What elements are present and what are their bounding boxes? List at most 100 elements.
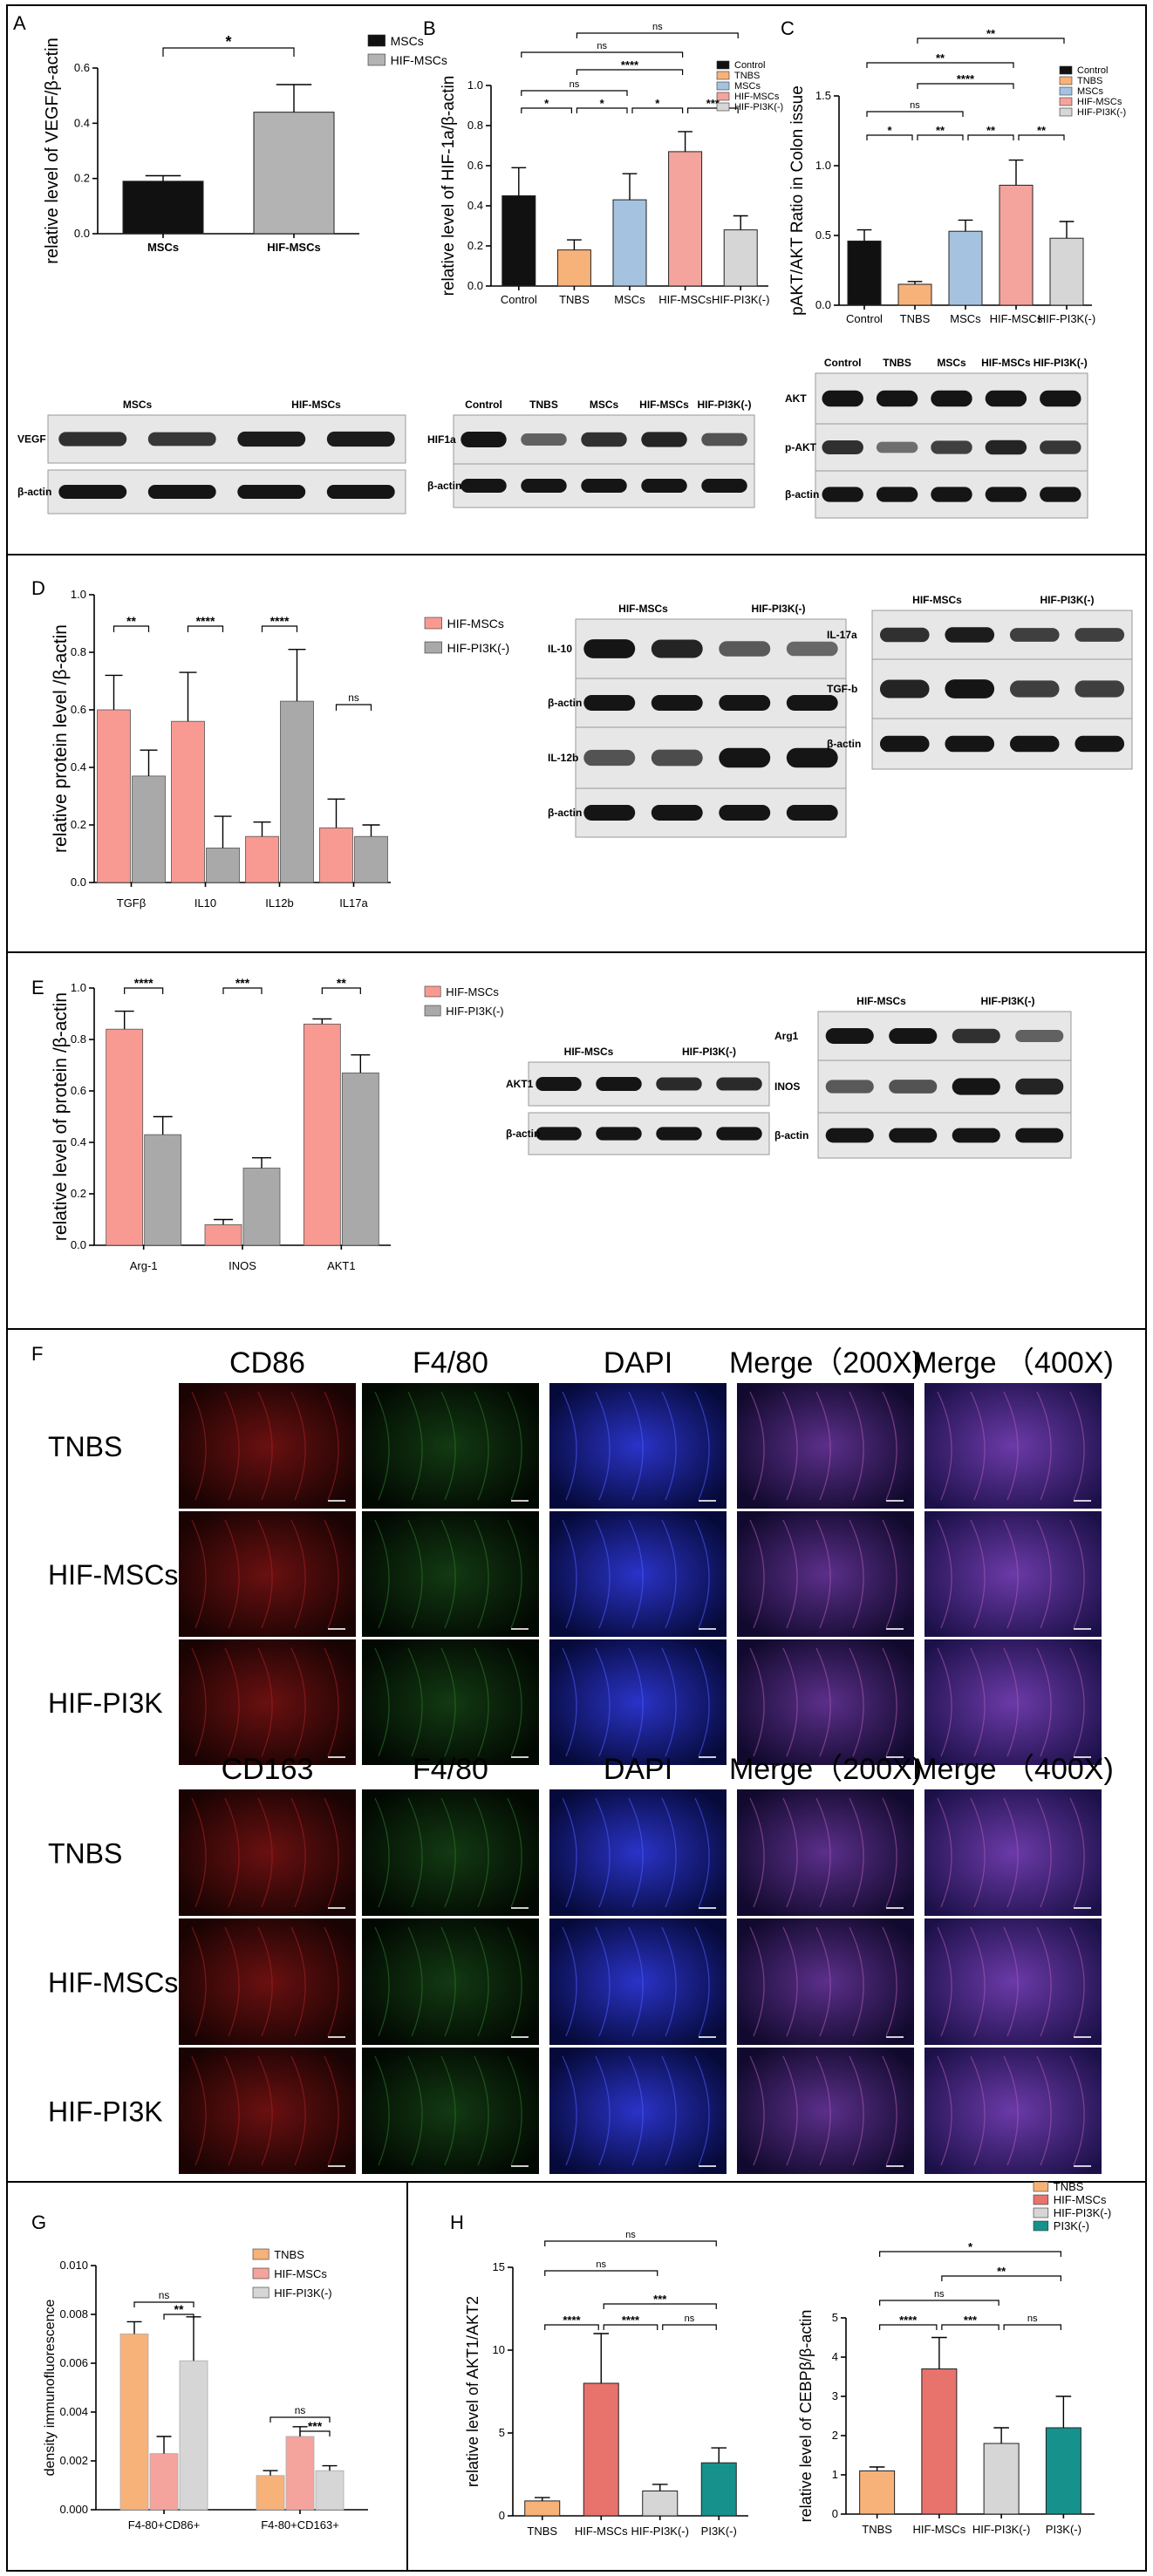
tissue-fold	[440, 1391, 456, 1501]
blot-band	[701, 479, 747, 493]
legend-swatch	[252, 2248, 269, 2260]
tissue-fold	[937, 1519, 952, 1629]
micrograph-top	[179, 1639, 356, 1765]
scale-bar	[699, 1628, 716, 1630]
significance-bracket	[576, 32, 739, 38]
tissue-fold	[595, 1391, 611, 1501]
scale-bar	[1074, 1628, 1091, 1630]
tissue-fold	[224, 1519, 240, 1629]
blot-row-label: INOS	[774, 1080, 800, 1093]
tissue-fold	[815, 2055, 831, 2166]
significance-bracket	[631, 107, 684, 113]
panel-letter-e: E	[31, 977, 44, 998]
tissue-fold	[849, 1797, 864, 1908]
tissue-fold	[937, 1647, 952, 1757]
tissue-fold	[595, 2055, 611, 2166]
tissue-fold	[937, 1797, 952, 1908]
bar	[612, 199, 647, 287]
tissue-fold	[937, 1926, 952, 2037]
tissue-fold	[882, 1926, 897, 2037]
legend-label: HIF-MSCs	[391, 53, 447, 67]
scale-bar	[328, 1756, 345, 1758]
tissue-fold	[474, 1647, 489, 1757]
tissue-fold	[749, 1926, 765, 2037]
lane-label: TNBS	[883, 357, 911, 369]
legend-swatch	[252, 2267, 269, 2280]
tissue-fold	[1003, 1391, 1019, 1501]
legend-swatch	[424, 641, 442, 654]
significance-bracket	[967, 134, 1014, 140]
legend-label: HIF-PI3K(-)	[447, 641, 510, 655]
y-axis-label: relative level of HIF-1a/β-actin	[440, 76, 458, 296]
blot-band	[719, 747, 771, 768]
scale-bar	[511, 1907, 529, 1909]
significance-bracket	[941, 2275, 1061, 2281]
tissue-fold	[815, 1519, 831, 1629]
bar	[723, 229, 758, 287]
scale-bar	[886, 1907, 904, 1909]
blot-band	[656, 1127, 702, 1141]
blot-d2: HIF-MSCs HIF-PI3K(-) IL-17a TGF-b β-actin	[827, 594, 1133, 770]
micrograph-top	[924, 1383, 1102, 1509]
significance-label: *	[887, 124, 892, 137]
blot-row-label: β-actin	[548, 697, 582, 709]
x-tick-label: HIF-MSCs	[267, 241, 320, 254]
tissue-fold	[595, 1797, 611, 1908]
blot-row-label: VEGF	[17, 433, 46, 446]
group-label: MSCs	[123, 399, 153, 411]
column-header: CD163	[222, 1753, 314, 1786]
group-label: HIF-PI3K(-)	[682, 1046, 736, 1058]
lane-label: HIF-PI3K(-)	[698, 399, 752, 411]
blot-band	[1040, 487, 1081, 502]
significance-bracket	[576, 69, 684, 75]
blot-b: Control TNBS MSCs HIF-MSCs HIF-PI3K(-) HIF1a β…	[427, 399, 755, 508]
tissue-fold	[661, 1519, 677, 1629]
blot-band	[583, 639, 636, 658]
tissue-fold	[290, 1519, 306, 1629]
tissue-fold	[694, 1391, 710, 1501]
bar	[144, 1134, 182, 1246]
legend-label: TNBS	[1054, 2180, 1084, 2193]
y-axis-label: pAKT/AKT Ratio in Colon issue	[788, 85, 807, 316]
x-tick-label: IL17a	[339, 896, 368, 910]
y-tick-label: 0	[832, 2507, 838, 2520]
significance-bracket	[521, 90, 628, 96]
bar	[132, 775, 166, 883]
blot-row-label: AKT1	[506, 1078, 534, 1090]
blot-strip-frame	[817, 1112, 1072, 1159]
x-tick-label: HIF-PI3K(-)	[712, 293, 769, 306]
micrograph-top	[549, 1383, 727, 1509]
group-label: HIF-MSCs	[618, 603, 668, 615]
tissue-fold	[782, 1647, 798, 1757]
tissue-fold	[782, 1391, 798, 1501]
blot-band	[879, 735, 930, 753]
legend-label: MSCs	[734, 81, 761, 92]
column-header: Merge（200X)	[729, 1346, 922, 1380]
western-blots: MSCs HIF-MSCs VEGF β-actin Control TNBS MSCs HI…	[17, 357, 1133, 1159]
blot-band	[651, 695, 703, 711]
tissue-fold	[474, 1926, 489, 2037]
blot-band	[822, 440, 863, 454]
legend-swatch	[716, 92, 730, 101]
tissue-fold	[474, 1797, 489, 1908]
blot-band	[326, 431, 395, 447]
blot-row-label: IL-12b	[548, 752, 578, 764]
bar	[847, 240, 882, 306]
significance-bracket	[879, 2324, 938, 2330]
legend-label: HIF-PI3K(-)	[1077, 107, 1126, 118]
row-label: HIF-MSCs	[48, 1559, 178, 1591]
blot-band	[1015, 1078, 1064, 1095]
y-tick-label: 0.006	[59, 2356, 88, 2369]
scale-bar	[1074, 2036, 1091, 2038]
blot-band	[237, 431, 306, 447]
y-tick-label: 5	[832, 2311, 838, 2324]
blot-row-label: β-actin	[17, 486, 51, 498]
column-header: DAPI	[604, 1346, 672, 1380]
bar	[341, 1072, 379, 1246]
y-tick-label: 1.0	[71, 588, 86, 601]
y-tick-label: 1.0	[467, 78, 483, 92]
tissue-fold	[257, 1926, 273, 2037]
blot-band	[581, 479, 627, 493]
bar	[700, 2462, 737, 2517]
x-tick-label: TNBS	[559, 293, 590, 306]
